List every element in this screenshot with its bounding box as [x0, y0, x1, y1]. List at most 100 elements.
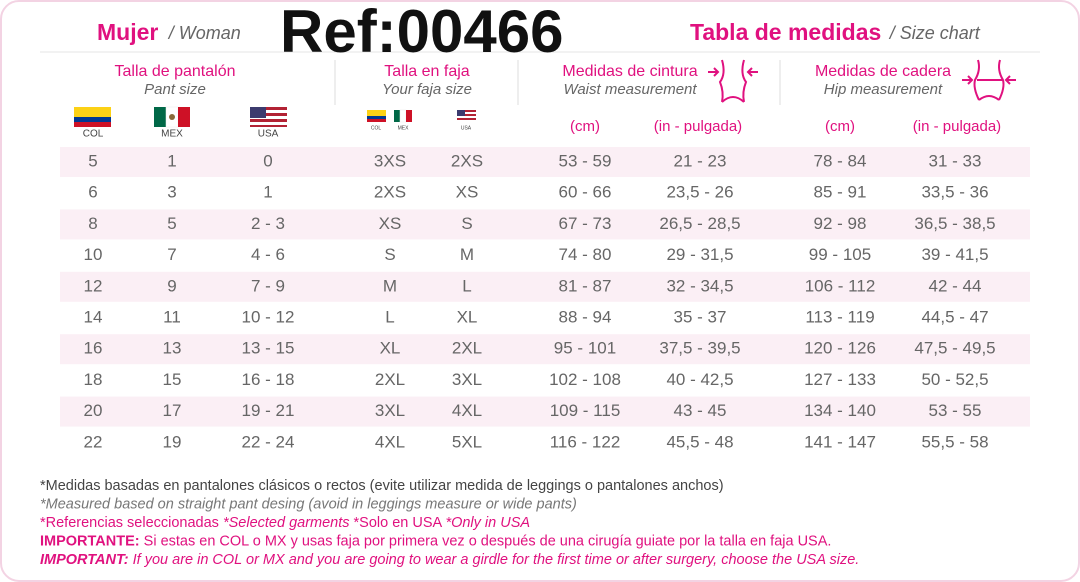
table-cell: 13 - 15 [242, 339, 295, 358]
table-cell: 32 - 34,5 [666, 276, 733, 295]
unit-label: (cm) [825, 118, 855, 135]
table-cell: 4XL [375, 432, 405, 451]
table-cell: S [384, 245, 395, 264]
flag-col [74, 107, 111, 127]
note-text: *Medidas basadas en pantalones clásicos … [40, 478, 724, 494]
table-cell: 67 - 73 [559, 214, 612, 233]
table-cell: 19 - 21 [242, 401, 295, 420]
table-cell: XL [380, 339, 401, 358]
table-cell: 47,5 - 49,5 [914, 339, 995, 358]
table-cell: 7 [167, 245, 176, 264]
table-cell: 43 - 45 [674, 401, 727, 420]
table-cell: 5 [88, 151, 97, 170]
table-cell: 0 [263, 151, 272, 170]
reference: Ref:00466 [280, 0, 564, 65]
table-cell: 53 - 59 [559, 151, 612, 170]
table-cell: 26,5 - 28,5 [659, 214, 740, 233]
note-text: *Selected garments [223, 515, 350, 531]
table-cell: 20 [84, 401, 103, 420]
table-cell: L [462, 276, 471, 295]
flag-usa-small [457, 110, 476, 122]
table-cell: 2XS [451, 151, 483, 170]
table-cell: 21 - 23 [674, 151, 727, 170]
table-cell: 2XS [374, 183, 406, 202]
table-cell: 31 - 33 [929, 151, 982, 170]
group-title: Talla de pantalón [115, 63, 236, 80]
table-cell: 23,5 - 26 [666, 183, 733, 202]
table-cell: 3XS [374, 151, 406, 170]
table-cell: 45,5 - 48 [666, 432, 733, 451]
table-cell: 12 [84, 276, 103, 295]
table-cell: 134 - 140 [804, 401, 876, 420]
group-title: Medidas de cadera [815, 63, 951, 80]
chart-header: Tabla de medidas / Size chart [690, 19, 981, 45]
table-cell: 19 [163, 432, 182, 451]
title: Mujer [97, 19, 158, 45]
note-text: IMPORTANTE: [40, 533, 140, 549]
note-text: *Only in USA [445, 515, 530, 531]
table-cell: 53 - 55 [929, 401, 982, 420]
table-cell: XS [379, 214, 402, 233]
table-cell: 18 [84, 370, 103, 389]
table-cell: 113 - 119 [805, 307, 874, 326]
table-cell: 7 - 9 [251, 276, 285, 295]
group-title: Medidas de cintura [562, 63, 697, 80]
waist-icon [708, 59, 758, 103]
header: Mujer / Woman [97, 19, 241, 45]
row-band [60, 271, 1030, 302]
table-cell: 3XL [452, 370, 482, 389]
table-cell: 22 - 24 [242, 432, 295, 451]
flag-label: USA [461, 125, 472, 131]
table-cell: 78 - 84 [814, 151, 867, 170]
table-cell: 2XL [452, 339, 482, 358]
unit-label: (cm) [570, 118, 600, 135]
table-cell: 16 - 18 [242, 370, 295, 389]
subtitle: / Woman [167, 23, 241, 43]
table-cell: 4XL [452, 401, 482, 420]
table-cell: 17 [163, 401, 182, 420]
table-cell: 3 [167, 183, 176, 202]
table-cell: XL [457, 307, 478, 326]
table-cell: 40 - 42,5 [666, 370, 733, 389]
note: IMPORTANT: If you are in COL or MX and y… [40, 552, 859, 568]
flag-label: MEX [161, 129, 183, 140]
table-cell: 85 - 91 [814, 183, 867, 202]
note: *Medidas basadas en pantalones clásicos … [40, 478, 724, 494]
note-text: *Measured based on straight pant desing … [40, 496, 577, 512]
table-cell: 35 - 37 [674, 307, 727, 326]
table-cell: 10 - 12 [242, 307, 295, 326]
note-text: If you are in COL or MX and you are goin… [129, 552, 860, 568]
table-cell: S [461, 214, 472, 233]
table-cell: 50 - 52,5 [921, 370, 988, 389]
table-cell: 22 [84, 432, 103, 451]
group-title: Talla en faja [384, 63, 469, 80]
table-cell: 81 - 87 [559, 276, 612, 295]
chart-subtitle: / Size chart [888, 23, 981, 43]
note-text: IMPORTANT: [40, 552, 129, 568]
flag-col-small [367, 110, 386, 122]
table-cell: 1 [167, 151, 176, 170]
table-cell: 55,5 - 58 [921, 432, 988, 451]
table-cell: 6 [88, 183, 97, 202]
note: IMPORTANTE: Si estas en COL o MX y usas … [40, 533, 831, 549]
table-cell: 29 - 31,5 [666, 245, 733, 264]
table-cell: 109 - 115 [550, 401, 621, 420]
table-cell: 60 - 66 [559, 183, 612, 202]
row-bands [60, 147, 1030, 427]
note: *Referencias seleccionadas *Selected gar… [40, 515, 530, 531]
table-cell: 8 [88, 214, 97, 233]
note-text: *Solo en USA [350, 515, 446, 531]
table-cell: 37,5 - 39,5 [659, 339, 740, 358]
flag-label: COL [371, 125, 382, 131]
table-cell: 15 [163, 370, 182, 389]
hip-icon [962, 59, 1016, 101]
table-cell: 141 - 147 [804, 432, 876, 451]
flag-mex [154, 106, 190, 128]
group-subtitle: Hip measurement [824, 81, 943, 98]
chart-title: Tabla de medidas [690, 19, 881, 45]
table-cell: M [383, 276, 397, 295]
table-cell: 4 - 6 [251, 245, 285, 264]
group-subtitle: Waist measurement [563, 81, 697, 98]
